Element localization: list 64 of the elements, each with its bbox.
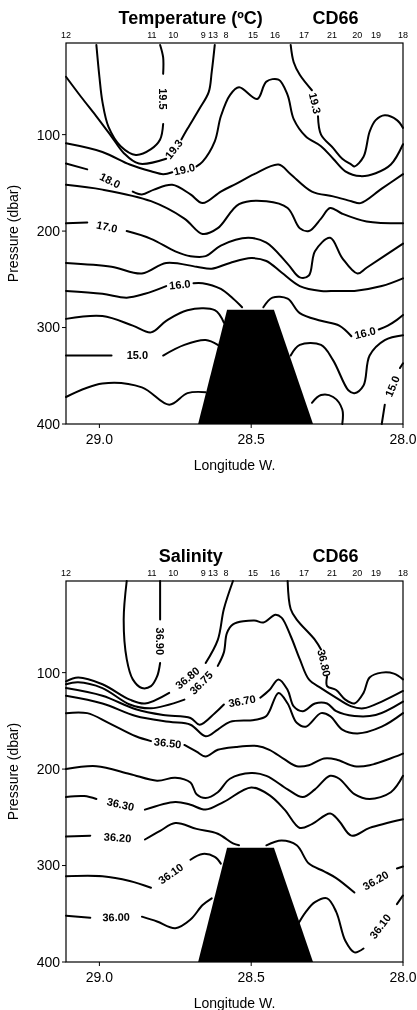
- text: 19.0: [172, 160, 197, 178]
- text: 19: [371, 568, 382, 578]
- text: 20: [352, 30, 363, 40]
- text: 15.0: [382, 374, 402, 399]
- text: 18: [397, 568, 409, 578]
- series-label: 36.00: [102, 910, 130, 924]
- text: 9: [200, 30, 206, 40]
- text: 21: [326, 30, 337, 40]
- x-axis-title: Longitude W.: [193, 457, 276, 473]
- text: 8: [223, 568, 229, 578]
- text: 16: [269, 30, 280, 40]
- chart-subtitle: CD66: [312, 8, 359, 28]
- y-tick-label: 400: [36, 953, 61, 970]
- text: 15: [248, 30, 259, 40]
- text: 36.70: [227, 692, 257, 710]
- text: 18.0: [97, 170, 123, 191]
- text: 12: [60, 568, 72, 578]
- text: 18: [397, 30, 409, 40]
- text: 17: [298, 568, 309, 578]
- text: 19.3: [306, 91, 324, 116]
- series-label: 36.20: [103, 830, 132, 845]
- text: 8: [223, 30, 229, 40]
- chart-title: Salinity: [158, 546, 223, 566]
- x-tick-label: 28.0: [389, 431, 417, 447]
- y-tick-label: 300: [36, 319, 61, 336]
- y-tick-label: 200: [36, 760, 61, 777]
- series-label: 15.0: [126, 349, 149, 362]
- text: 10: [168, 30, 179, 40]
- text: 21: [326, 568, 337, 578]
- y-tick-label: 100: [36, 126, 61, 143]
- text: 19.5: [157, 88, 170, 110]
- text: 36.30: [105, 795, 136, 813]
- x-tick-label: 29.0: [85, 969, 114, 985]
- y-tick-label: 300: [36, 857, 61, 874]
- x-tick-label: 28.5: [237, 431, 266, 447]
- text: 12: [60, 30, 72, 40]
- y-axis-title: Pressure (dbar): [5, 184, 21, 283]
- text: 15: [248, 568, 259, 578]
- y-tick-label: 100: [36, 664, 61, 681]
- y-axis-title: Pressure (dbar): [5, 722, 21, 821]
- text: 9: [200, 568, 206, 578]
- text: 16: [269, 568, 280, 578]
- chart-subtitle: CD66: [312, 546, 359, 566]
- text: 16.0: [168, 277, 192, 292]
- text: 36.50: [153, 735, 183, 751]
- text: 10: [168, 568, 179, 578]
- x-tick-label: 29.0: [85, 431, 114, 447]
- text: 13: [207, 30, 218, 40]
- text: 11: [147, 568, 157, 578]
- text: 11: [147, 30, 157, 40]
- text: 17.0: [95, 218, 119, 235]
- text: 19: [371, 30, 382, 40]
- text: 36.80: [315, 648, 334, 678]
- text: 13: [207, 568, 218, 578]
- text: 16.0: [353, 324, 377, 342]
- text: 17: [298, 30, 309, 40]
- x-tick-label: 28.0: [389, 969, 417, 985]
- chart-title: Temperature (ºC): [118, 8, 263, 28]
- x-tick-label: 28.5: [237, 969, 266, 985]
- x-axis-title: Longitude W.: [193, 995, 276, 1010]
- text: 36.90: [154, 627, 167, 656]
- y-tick-label: 400: [36, 415, 61, 432]
- text: 20: [352, 568, 363, 578]
- y-tick-label: 200: [36, 222, 61, 239]
